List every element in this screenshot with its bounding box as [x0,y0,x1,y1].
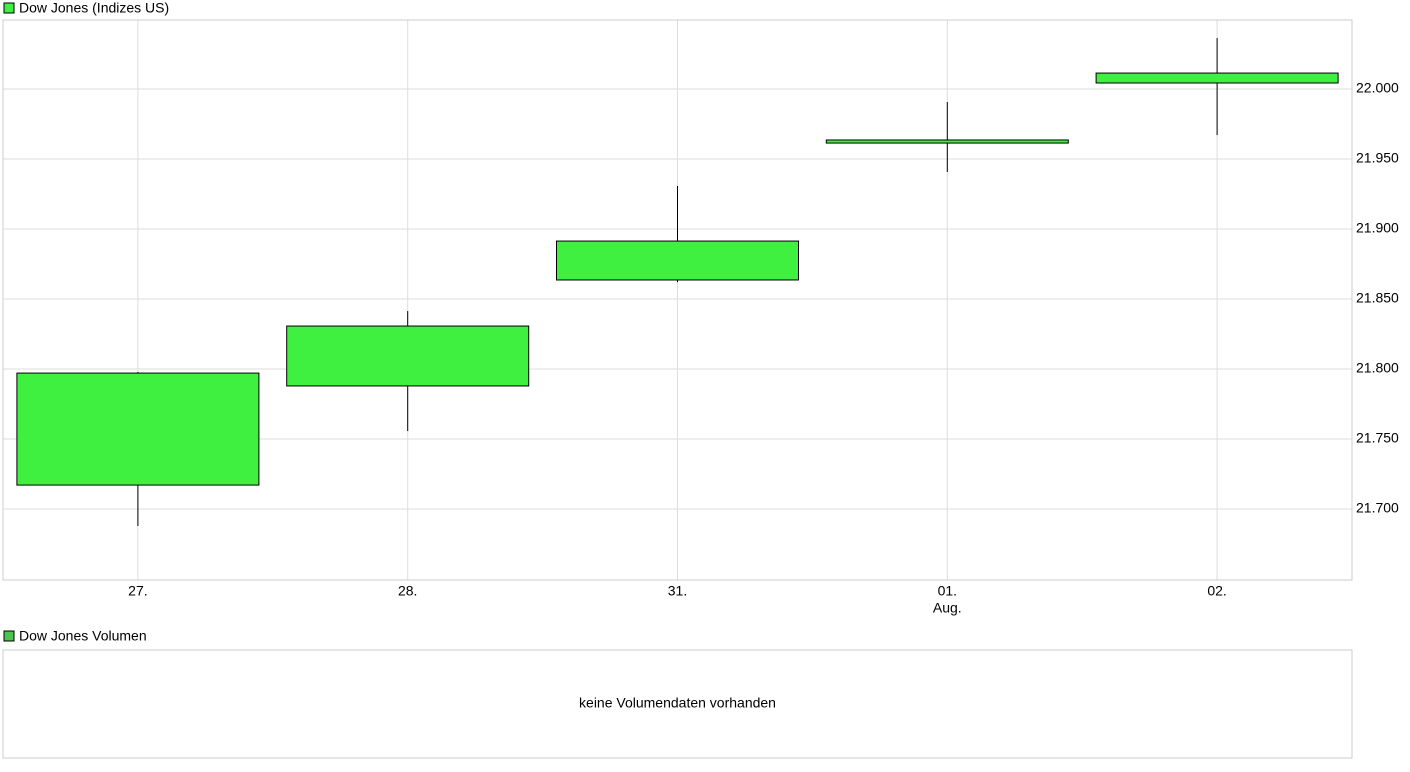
x-tick-label: 28. [398,583,417,599]
plot-frame [2,19,1353,581]
legend-swatch [3,2,15,14]
y-tick-label: 22.000 [1356,80,1399,96]
y-tick-label: 21.700 [1356,500,1399,516]
candle-body [286,325,530,387]
candle-body [16,372,260,486]
no-data-message: keine Volumendaten vorhanden [579,695,776,711]
x-tick-label: 01. [938,583,957,599]
legend-label: Dow Jones (Indizes US) [19,0,169,16]
y-tick-label: 21.900 [1356,220,1399,236]
y-tick-label: 21.950 [1356,150,1399,166]
legend-swatch [3,630,15,642]
plot-frame [2,649,1353,759]
y-tick-label: 21.850 [1356,290,1399,306]
x-tick-label: 27. [128,583,147,599]
x-tick-sublabel: Aug. [933,600,962,616]
y-tick-label: 21.800 [1356,360,1399,376]
legend-label: Dow Jones Volumen [19,628,147,644]
candle-body [556,240,799,281]
candle-body [825,139,1069,144]
x-tick-label: 31. [668,583,687,599]
x-tick-label: 02. [1207,583,1226,599]
y-tick-label: 21.750 [1356,430,1399,446]
candle-body [1095,72,1339,84]
